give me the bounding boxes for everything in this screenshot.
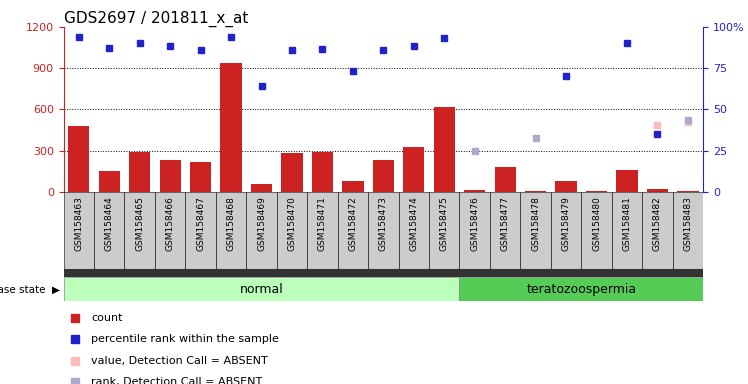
Bar — [99, 171, 120, 192]
FancyBboxPatch shape — [94, 192, 124, 269]
Bar — [251, 184, 272, 192]
Text: GSM158483: GSM158483 — [684, 196, 693, 251]
Text: GSM158482: GSM158482 — [653, 196, 662, 251]
Text: GSM158463: GSM158463 — [74, 196, 83, 251]
Bar — [312, 152, 333, 192]
FancyBboxPatch shape — [155, 192, 186, 269]
FancyBboxPatch shape — [643, 192, 672, 269]
Text: count: count — [91, 313, 123, 323]
Text: disease state  ▶: disease state ▶ — [0, 285, 60, 295]
FancyBboxPatch shape — [459, 277, 703, 301]
Bar — [129, 152, 150, 192]
Bar — [403, 147, 424, 192]
Bar — [221, 63, 242, 192]
FancyBboxPatch shape — [672, 192, 703, 269]
Text: GSM158468: GSM158468 — [227, 196, 236, 251]
Text: GSM158469: GSM158469 — [257, 196, 266, 251]
Text: GSM158479: GSM158479 — [562, 196, 571, 251]
Text: GSM158473: GSM158473 — [378, 196, 388, 251]
Text: GSM158475: GSM158475 — [440, 196, 449, 251]
Text: GSM158470: GSM158470 — [287, 196, 296, 251]
Text: GSM158472: GSM158472 — [349, 196, 358, 251]
Text: rank, Detection Call = ABSENT: rank, Detection Call = ABSENT — [91, 377, 263, 384]
Text: value, Detection Call = ABSENT: value, Detection Call = ABSENT — [91, 356, 268, 366]
FancyBboxPatch shape — [581, 192, 612, 269]
Text: GSM158476: GSM158476 — [470, 196, 479, 251]
Text: teratozoospermia: teratozoospermia — [527, 283, 637, 296]
Bar — [525, 191, 546, 192]
Text: GSM158471: GSM158471 — [318, 196, 327, 251]
Text: percentile rank within the sample: percentile rank within the sample — [91, 334, 279, 344]
Text: GSM158477: GSM158477 — [500, 196, 509, 251]
Bar — [677, 191, 699, 192]
Text: GSM158467: GSM158467 — [196, 196, 205, 251]
Text: GDS2697 / 201811_x_at: GDS2697 / 201811_x_at — [64, 11, 248, 27]
FancyBboxPatch shape — [64, 277, 459, 301]
FancyBboxPatch shape — [429, 192, 459, 269]
Text: GSM158474: GSM158474 — [409, 196, 418, 251]
FancyBboxPatch shape — [399, 192, 429, 269]
FancyBboxPatch shape — [246, 192, 277, 269]
FancyBboxPatch shape — [521, 192, 551, 269]
Bar — [68, 126, 90, 192]
Bar — [281, 154, 303, 192]
Bar — [464, 190, 485, 192]
Bar — [616, 170, 637, 192]
FancyBboxPatch shape — [368, 192, 399, 269]
FancyBboxPatch shape — [186, 192, 216, 269]
FancyBboxPatch shape — [337, 192, 368, 269]
Bar — [373, 161, 394, 192]
FancyBboxPatch shape — [216, 192, 246, 269]
Text: GSM158464: GSM158464 — [105, 196, 114, 251]
Bar — [586, 191, 607, 192]
Text: GSM158465: GSM158465 — [135, 196, 144, 251]
Text: normal: normal — [239, 283, 283, 296]
Bar — [494, 167, 516, 192]
Bar — [556, 181, 577, 192]
Bar — [434, 107, 455, 192]
FancyBboxPatch shape — [307, 192, 337, 269]
Bar — [159, 161, 181, 192]
Bar — [343, 181, 364, 192]
Bar — [647, 189, 668, 192]
FancyBboxPatch shape — [277, 192, 307, 269]
Bar — [190, 162, 211, 192]
Text: GSM158466: GSM158466 — [165, 196, 175, 251]
FancyBboxPatch shape — [551, 192, 581, 269]
FancyBboxPatch shape — [490, 192, 521, 269]
Text: GSM158481: GSM158481 — [622, 196, 631, 251]
FancyBboxPatch shape — [64, 269, 703, 277]
FancyBboxPatch shape — [459, 192, 490, 269]
Text: GSM158478: GSM158478 — [531, 196, 540, 251]
Text: GSM158480: GSM158480 — [592, 196, 601, 251]
FancyBboxPatch shape — [64, 192, 94, 269]
FancyBboxPatch shape — [124, 192, 155, 269]
FancyBboxPatch shape — [612, 192, 643, 269]
